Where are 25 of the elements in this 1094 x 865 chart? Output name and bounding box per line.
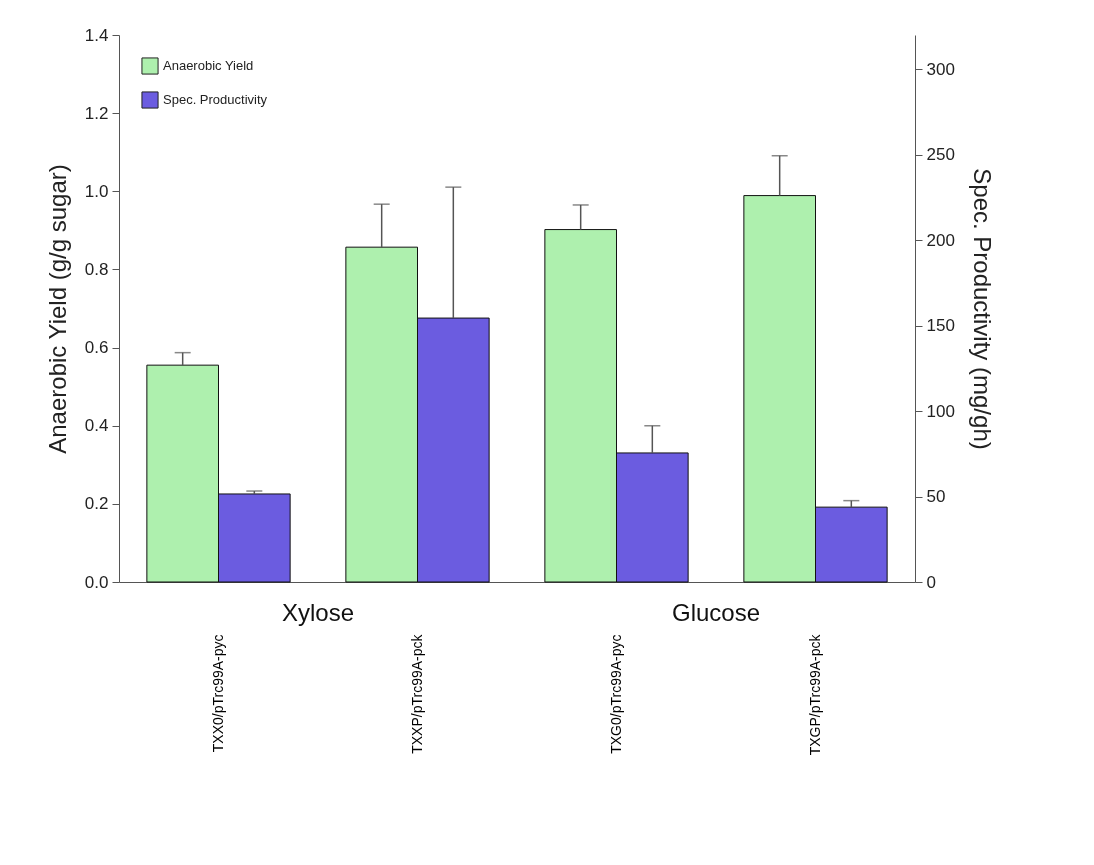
- y2-tick-label: 250: [926, 145, 955, 165]
- y2-tick-label: 200: [926, 230, 955, 250]
- legend-label: Anaerobic Yield: [163, 58, 254, 73]
- y2-tick-label: 100: [926, 401, 955, 421]
- y2-tick-label: 50: [926, 487, 946, 507]
- y2-tick-label: 300: [926, 59, 955, 79]
- y-tick-label: 0.4: [84, 416, 109, 436]
- y-tick-label: 0.0: [84, 572, 109, 592]
- x-tick-label: TXX0/pTrc99A-pyc: [209, 634, 226, 753]
- y-tick-label: 1.0: [84, 181, 109, 201]
- text: Glucose: [671, 599, 761, 626]
- y2-tick-label: 150: [926, 316, 955, 336]
- text: Xylose: [281, 599, 355, 626]
- legend-label: Spec. Productivity: [163, 92, 268, 107]
- y-tick-label: 1.4: [84, 25, 109, 45]
- x-tick-label: TXXP/pTrc99A-pck: [408, 633, 425, 754]
- y-tick-label: 0.2: [84, 494, 109, 514]
- y2-axis-title: Spec. Productivity (mg/gh): [968, 168, 996, 450]
- x-tick-label: TXGP/pTrc99A-pck: [806, 633, 823, 756]
- x-tick-label: TXG0/pTrc99A-pyc: [607, 634, 624, 754]
- y-tick-label: 0.6: [84, 338, 109, 358]
- y-axis-title: Anaerobic Yield (g/g sugar): [43, 164, 71, 454]
- y-tick-label: 1.2: [84, 103, 109, 123]
- y2-tick-label: 0: [926, 572, 936, 592]
- y-tick-label: 0.8: [84, 259, 109, 279]
